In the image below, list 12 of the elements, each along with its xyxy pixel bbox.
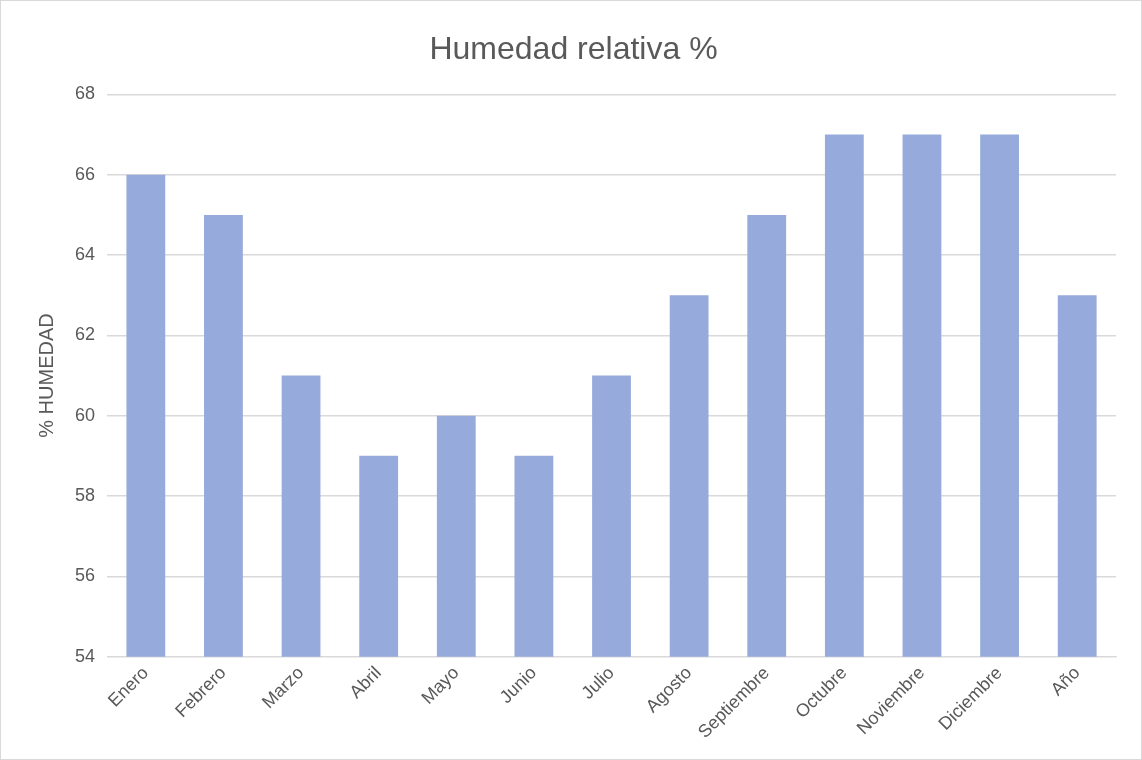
x-tick-label: Julio: [577, 662, 618, 703]
y-tick-label: 56: [74, 565, 96, 586]
chart-title: Humedad relativa %: [429, 30, 718, 67]
y-tick-label: 62: [74, 324, 96, 345]
y-axis-title: % HUMEDAD: [34, 313, 57, 438]
y-tick-label: 54: [74, 645, 96, 666]
x-tick-label: Año: [1046, 662, 1084, 700]
y-tick-label: 64: [74, 244, 96, 265]
y-tick-label: 68: [74, 83, 96, 104]
y-tick-label: 60: [74, 404, 96, 425]
y-tick-label: 66: [74, 163, 96, 184]
y-tick-label: 58: [74, 484, 96, 505]
